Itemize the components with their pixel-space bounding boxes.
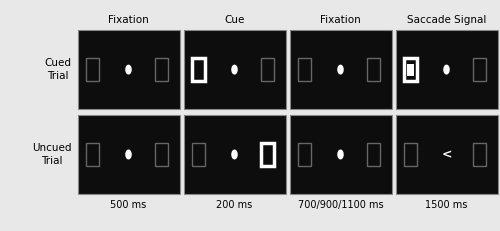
Text: Saccade Signal: Saccade Signal: [407, 15, 486, 25]
Text: 1500 ms: 1500 ms: [426, 200, 468, 210]
Bar: [78, 115, 180, 194]
Bar: [396, 30, 498, 109]
Bar: [184, 30, 286, 109]
Bar: [184, 115, 286, 194]
Text: Cued
Trial: Cued Trial: [44, 58, 72, 81]
Bar: [86, 58, 100, 82]
Ellipse shape: [338, 65, 343, 74]
Ellipse shape: [444, 65, 449, 74]
Text: 700/900/1100 ms: 700/900/1100 ms: [298, 200, 384, 210]
Bar: [366, 143, 380, 166]
Ellipse shape: [338, 150, 343, 159]
Bar: [184, 115, 286, 194]
Ellipse shape: [232, 65, 237, 74]
Bar: [290, 30, 392, 109]
Bar: [78, 30, 180, 109]
Bar: [192, 143, 205, 166]
Text: Uncued
Trial: Uncued Trial: [32, 143, 72, 166]
Bar: [260, 143, 274, 166]
Bar: [366, 58, 380, 82]
Bar: [298, 143, 312, 166]
Bar: [298, 58, 312, 82]
Text: Fixation: Fixation: [108, 15, 149, 25]
Bar: [404, 143, 417, 166]
Bar: [260, 58, 274, 82]
Bar: [86, 143, 100, 166]
Text: 200 ms: 200 ms: [216, 200, 252, 210]
Bar: [184, 30, 286, 109]
Bar: [154, 143, 168, 166]
Text: Cue: Cue: [224, 15, 244, 25]
Bar: [290, 115, 392, 194]
Bar: [408, 64, 414, 76]
Text: 500 ms: 500 ms: [110, 200, 146, 210]
Bar: [396, 115, 498, 194]
Bar: [290, 30, 392, 109]
Bar: [472, 143, 486, 166]
Bar: [78, 30, 180, 109]
Bar: [192, 58, 205, 82]
Bar: [78, 115, 180, 194]
Bar: [404, 58, 417, 82]
Bar: [154, 58, 168, 82]
Bar: [396, 30, 498, 109]
Text: <: <: [442, 148, 452, 161]
Ellipse shape: [126, 65, 131, 74]
Ellipse shape: [126, 150, 131, 159]
Text: Fixation: Fixation: [320, 15, 361, 25]
Bar: [290, 115, 392, 194]
Bar: [396, 115, 498, 194]
Ellipse shape: [232, 150, 237, 159]
Bar: [472, 58, 486, 82]
